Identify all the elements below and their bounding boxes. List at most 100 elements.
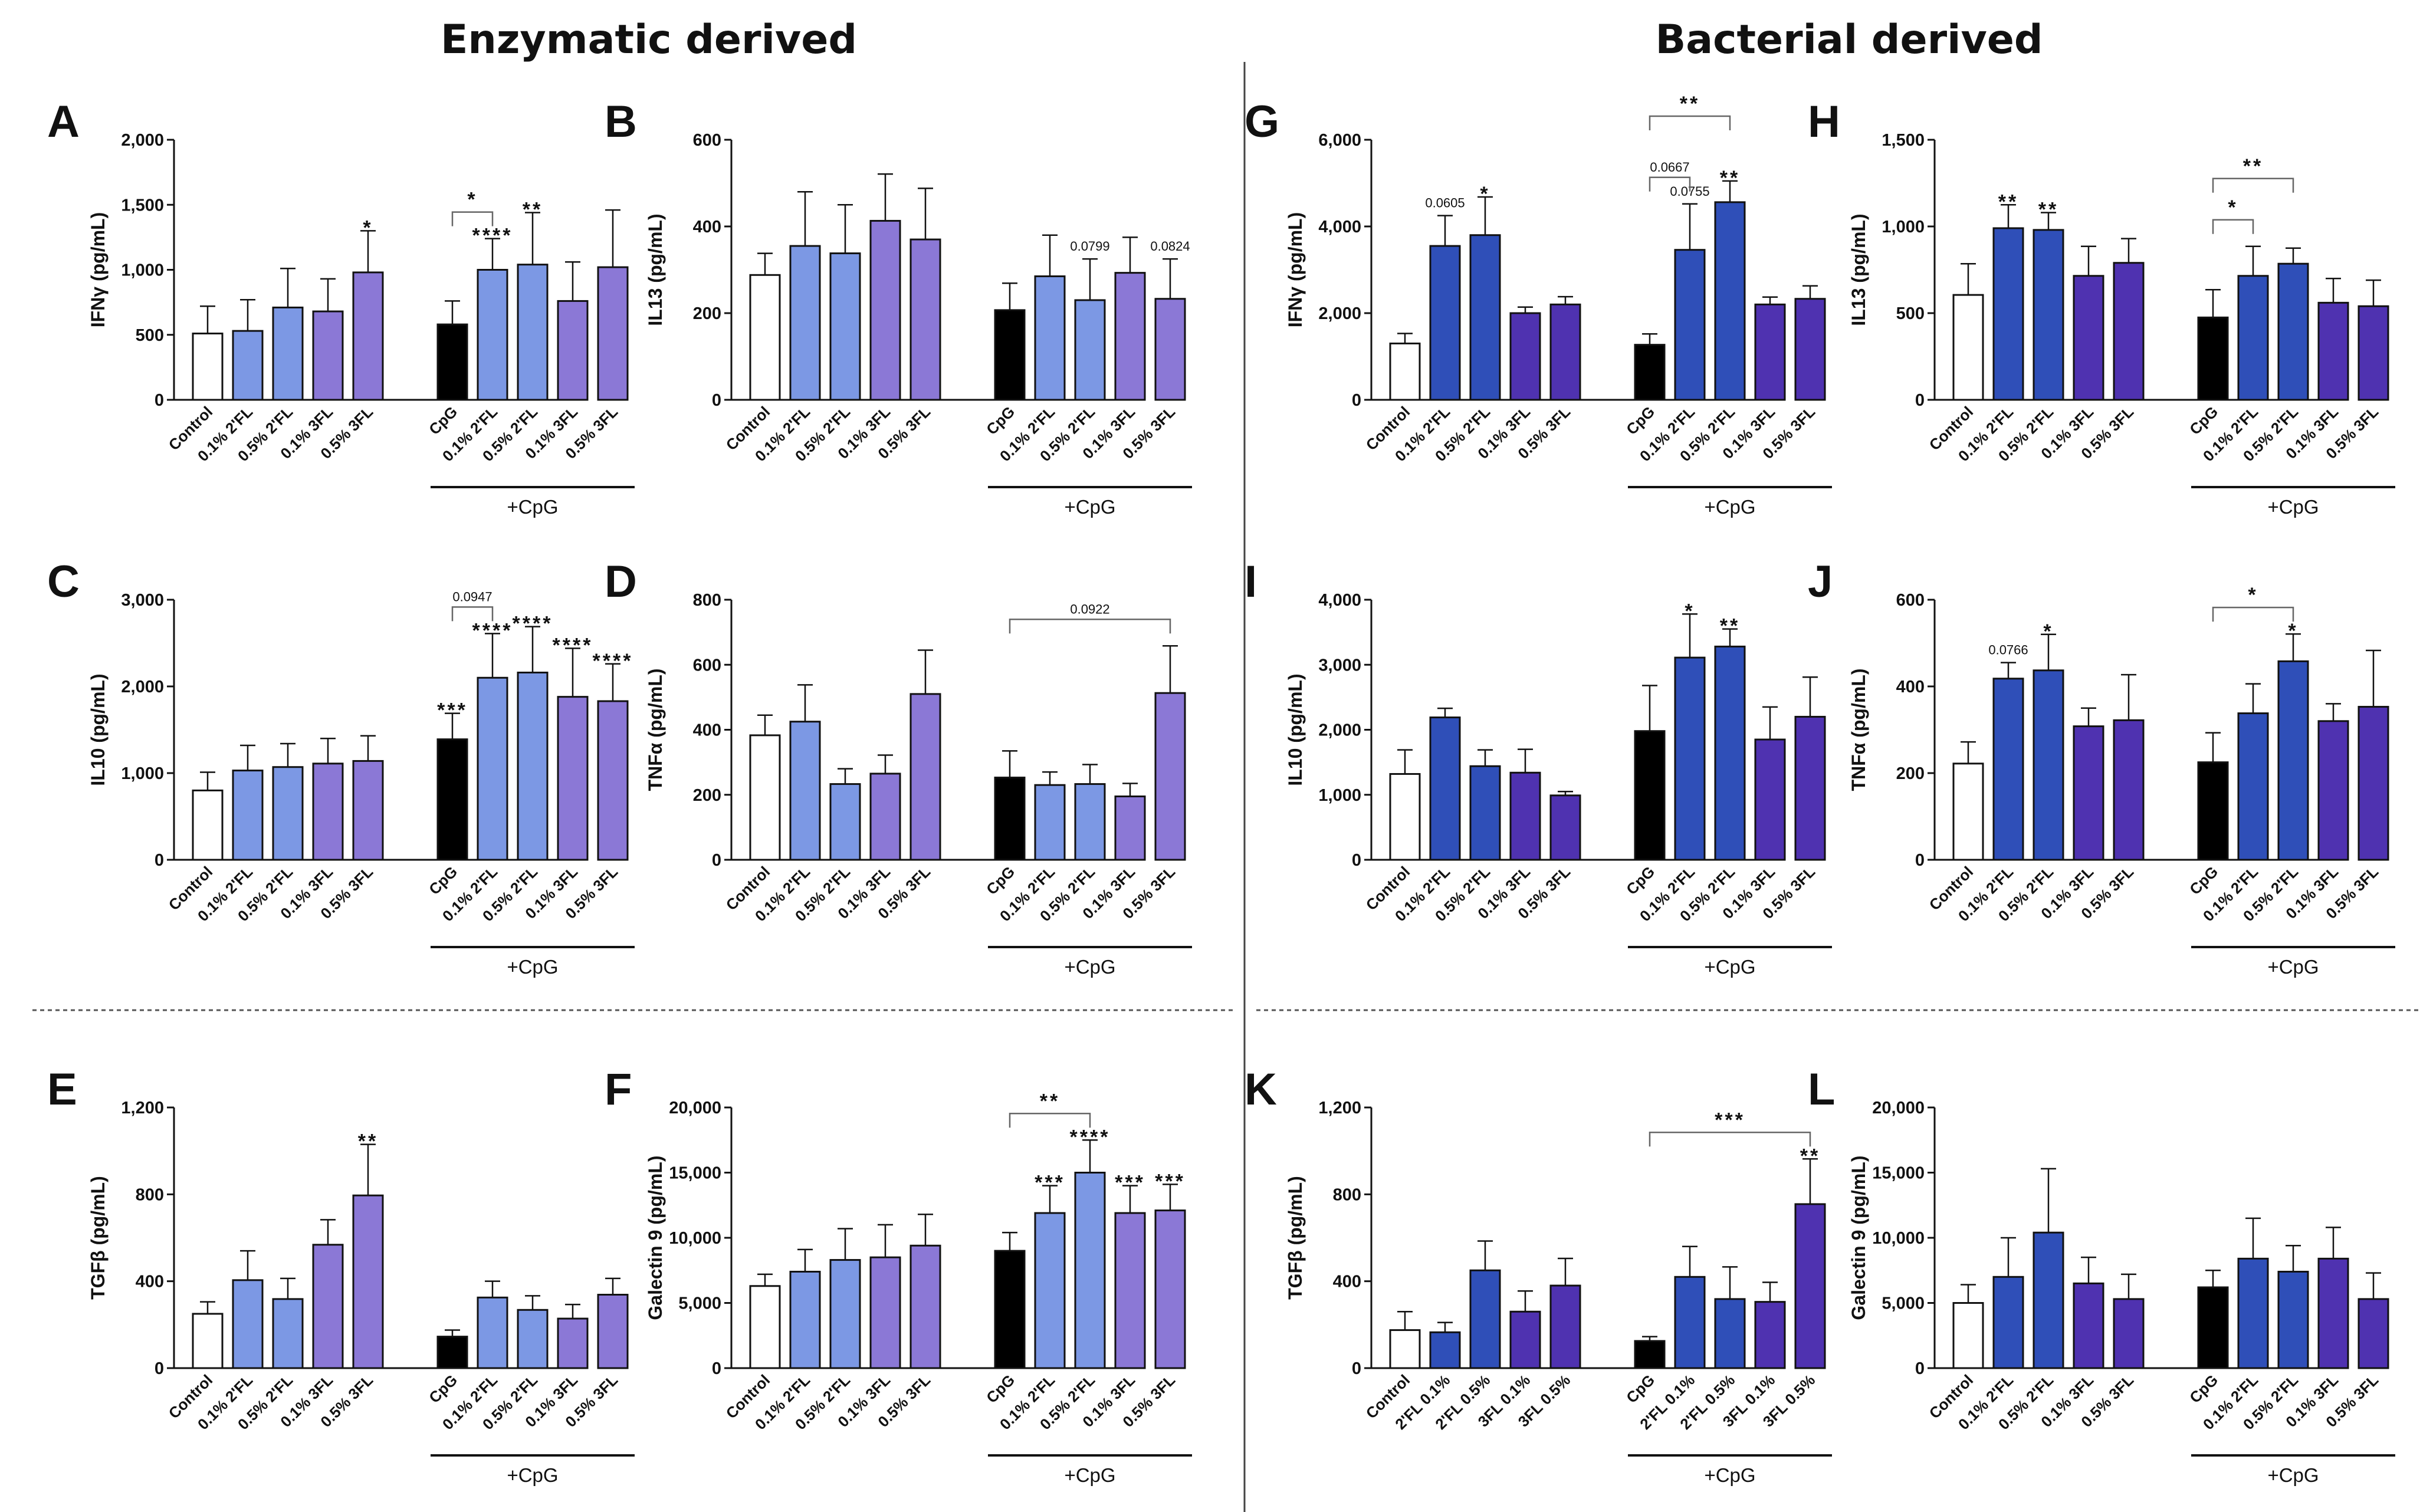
significance-stars: **: [1720, 615, 1740, 637]
panel-letter: A: [47, 97, 80, 147]
p-value-label: 0.0605: [1425, 196, 1465, 211]
significance-stars: **: [358, 1130, 378, 1153]
y-tick-label: 1,000: [1882, 218, 1925, 236]
y-tick-label: 5,000: [678, 1294, 721, 1313]
bar: [1469, 765, 1501, 861]
bar: [1714, 201, 1746, 401]
significance-stars: ***: [1035, 1172, 1065, 1194]
title-bacterial: Bacterial derived: [1655, 17, 2043, 63]
bar: [1034, 1212, 1066, 1369]
significance-stars: ****: [593, 650, 633, 672]
bar: [1509, 1310, 1541, 1369]
bracket-stars: *: [2248, 584, 2258, 606]
significance-stars: ****: [553, 634, 593, 656]
bar: [1114, 1212, 1146, 1369]
bar: [994, 1250, 1026, 1369]
bar: [1549, 1284, 1581, 1369]
bar: [436, 1336, 468, 1369]
bar: [2073, 275, 2104, 401]
y-tick-label: 500: [136, 326, 164, 345]
x-tick-label: CpG: [2186, 1371, 2221, 1406]
bar: [1992, 1276, 2024, 1369]
y-tick-label: 5,000: [1882, 1294, 1925, 1313]
bar: [2197, 1286, 2229, 1369]
p-value-label: 0.0824: [1150, 239, 1190, 254]
bar: [2073, 725, 2104, 861]
y-axis-label: TGFβ (pg/mL): [1285, 1176, 1306, 1300]
bar: [2113, 1298, 2145, 1369]
y-tick-label: 0: [155, 851, 164, 870]
y-axis-label: IL13 (pg/mL): [1848, 213, 1869, 326]
panel-letter: C: [47, 557, 80, 607]
x-tick-label: CpG: [1623, 863, 1658, 898]
bar: [352, 1194, 384, 1369]
y-tick-label: 0: [712, 851, 721, 870]
bar: [2033, 669, 2064, 861]
bar: [869, 773, 901, 861]
y-tick-label: 15,000: [1872, 1164, 1925, 1183]
significance-bracket: [451, 211, 494, 226]
bar: [597, 700, 629, 861]
bar: [2317, 1257, 2349, 1369]
y-axis-label: TNFα (pg/mL): [1848, 668, 1869, 791]
significance-bracket: [2212, 178, 2294, 193]
bar: [352, 760, 384, 861]
significance-bracket: [451, 606, 494, 622]
panel-letter: H: [1808, 97, 1840, 147]
y-tick-label: 0: [1915, 391, 1925, 410]
bar: [1992, 227, 2024, 401]
bar: [2358, 305, 2389, 401]
bar: [477, 676, 508, 861]
bar: [749, 274, 781, 401]
panel-f: F Galectin 9 (pg/mL) 0 5,000 10,000 15,000 20,…: [605, 1064, 1192, 1486]
bar: [1074, 299, 1106, 401]
y-tick-label: 800: [136, 1185, 164, 1204]
bar: [909, 693, 941, 861]
panel-letter: D: [605, 557, 637, 607]
bar: [909, 1244, 941, 1369]
y-tick-label: 400: [1896, 678, 1925, 696]
bar: [272, 1298, 304, 1369]
bar: [829, 1259, 861, 1369]
significance-stars: *: [2043, 620, 2053, 643]
bar: [1154, 692, 1186, 861]
bar: [352, 271, 384, 401]
bar: [1389, 342, 1421, 401]
bar: [1794, 715, 1826, 861]
bar: [232, 1279, 264, 1369]
y-axis-label: Galectin 9 (pg/mL): [645, 1155, 666, 1320]
panel-l: L Galectin 9 (pg/mL) 0 5,000 10,000 15,000 20,…: [1808, 1064, 2395, 1486]
bar: [2113, 262, 2145, 401]
bar: [1469, 234, 1501, 401]
panel-letter: K: [1245, 1064, 1277, 1115]
bar: [232, 770, 264, 861]
bracket-p-value: 0.0947: [452, 589, 492, 604]
y-tick-label: 200: [693, 786, 721, 805]
y-tick-label: 600: [693, 131, 721, 150]
cpg-group-label: +CpG: [507, 496, 558, 518]
bar: [1634, 1340, 1666, 1369]
bar: [1794, 1203, 1826, 1369]
y-tick-label: 400: [693, 721, 721, 740]
bar: [597, 1294, 629, 1369]
bar: [994, 777, 1026, 861]
bar: [2317, 301, 2349, 401]
y-axis-label: IFNγ (pg/mL): [1285, 212, 1306, 328]
significance-bracket: [1009, 619, 1171, 634]
bar: [1674, 1276, 1706, 1369]
bar: [1754, 1301, 1786, 1369]
bar: [1509, 771, 1541, 861]
y-tick-label: 10,000: [669, 1229, 721, 1248]
bar: [1034, 275, 1066, 401]
bracket-stars: ***: [1715, 1109, 1745, 1131]
bar: [1074, 1172, 1106, 1369]
bar: [557, 1317, 589, 1369]
significance-bracket: [2212, 219, 2254, 234]
cpg-group-label: +CpG: [507, 1464, 558, 1486]
bar: [477, 1296, 508, 1369]
bar: [869, 219, 901, 401]
